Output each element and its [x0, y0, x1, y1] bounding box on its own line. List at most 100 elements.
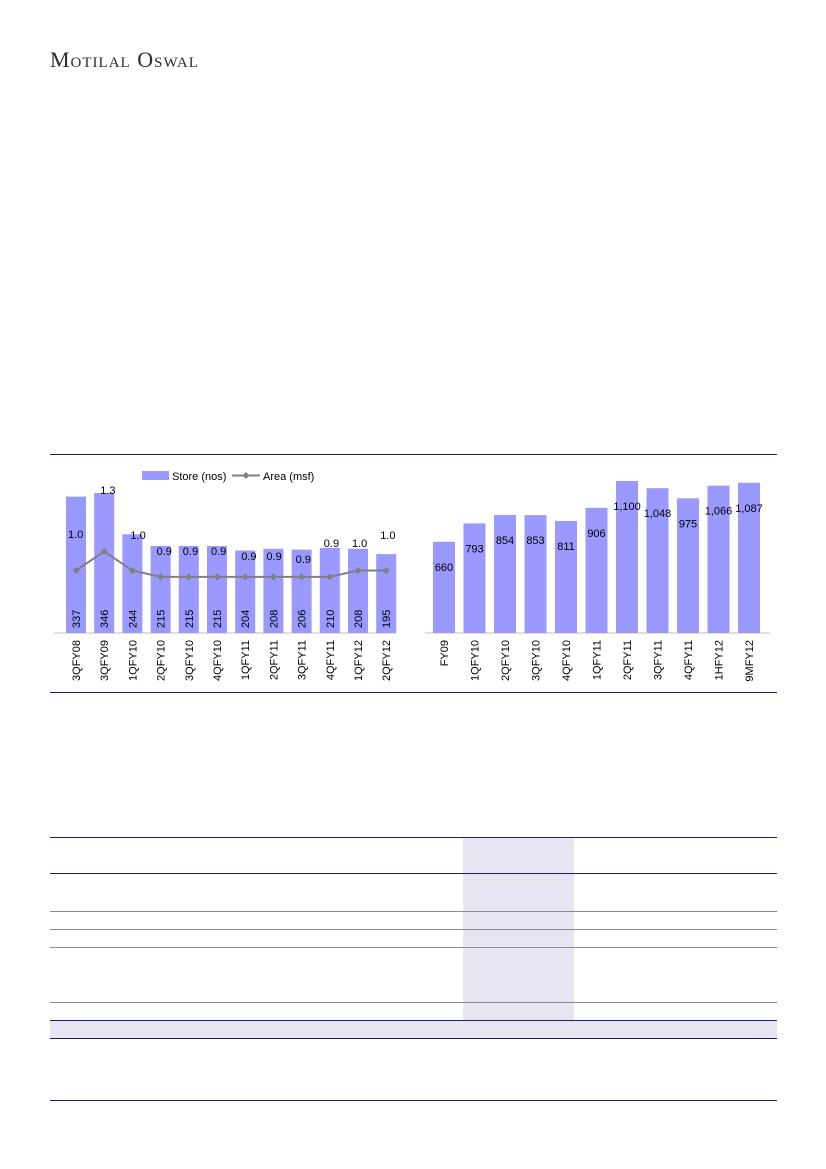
table-top-rule [50, 837, 777, 838]
bar-value-label: 215 [184, 610, 196, 628]
x-tick-label: 4QFY10 [561, 640, 573, 681]
bar-value-label: 337 [71, 610, 83, 628]
x-tick-label: 4QFY11 [683, 640, 695, 680]
bar-value-label: 811 [557, 541, 575, 553]
legend-label-store: Store (nos) [172, 471, 226, 483]
area-marker [128, 567, 136, 574]
bar [616, 481, 638, 633]
x-tick-label: 3QFY09 [99, 640, 111, 681]
line-value-label: 0.9 [183, 546, 198, 558]
line-value-label: 0.9 [157, 546, 172, 558]
bar-value-label: 1,048 [644, 508, 672, 520]
bar [738, 482, 760, 633]
x-tick-label: 2QFY10 [156, 640, 168, 681]
bar [524, 515, 547, 633]
bar-value-label: 215 [212, 610, 224, 628]
area-marker [157, 573, 165, 581]
x-tick-label: 3QFY11 [297, 640, 309, 680]
bar-value-label: 244 [127, 610, 139, 628]
bar-value-label: 215 [156, 610, 168, 628]
page-footer-rule [50, 1100, 777, 1101]
x-tick-label: 3QFY11 [653, 640, 665, 680]
table-header-rule [50, 873, 777, 874]
legend-marker-area [242, 472, 250, 479]
bar-value-label: 906 [587, 528, 605, 540]
chart-top-rule [50, 454, 777, 455]
brand-logo: Motilal Oswal [50, 47, 199, 72]
table-bottom-rule [50, 1038, 777, 1039]
bar [463, 523, 486, 633]
x-tick-label: 1QFY11 [592, 640, 604, 680]
bar [433, 541, 455, 633]
x-tick-label: 1QFY12 [353, 640, 365, 681]
area-line [75, 550, 387, 578]
bar [178, 546, 199, 633]
x-tick-label: 3QFY08 [71, 640, 83, 681]
bar [585, 507, 608, 633]
bar-value-label: 854 [496, 535, 514, 547]
legend-label-area: Area (msf) [263, 471, 314, 483]
legend-swatch-store [142, 471, 169, 480]
line-value-label: 0.9 [266, 551, 281, 563]
x-tick-label: 4QFY11 [325, 640, 337, 680]
bar-value-label: 1,087 [735, 503, 763, 515]
table-total-top-rule [50, 1020, 777, 1021]
area-marker [185, 573, 193, 581]
area-marker [72, 567, 80, 574]
x-tick-label: 2QFY10 [500, 640, 512, 681]
table-row-rule [50, 1002, 777, 1003]
line-value-label: 0.9 [296, 554, 311, 566]
x-tick-label: 2QFY12 [381, 640, 393, 681]
x-tick-label: 1HFY12 [714, 640, 726, 680]
x-tick-label: 3QFY10 [184, 640, 196, 681]
line-value-label: 1.0 [68, 529, 83, 541]
bar [707, 485, 730, 633]
bar [677, 498, 699, 633]
bar [66, 496, 86, 633]
x-tick-label: 2QFY11 [622, 640, 634, 680]
bar-value-label: 1,066 [705, 506, 733, 518]
bar-value-label: 793 [465, 543, 483, 555]
table-row-rule [50, 911, 777, 912]
bar [94, 493, 115, 633]
table-row-rule [50, 947, 777, 948]
line-value-label: 0.9 [241, 551, 256, 563]
bar [235, 550, 256, 633]
x-tick-label: 2QFY11 [268, 640, 280, 680]
bar-value-label: 853 [526, 535, 544, 547]
line-value-label: 1.0 [380, 530, 395, 542]
bar [207, 546, 227, 633]
bar [122, 534, 143, 633]
bar-value-label: 660 [435, 562, 453, 574]
bar [263, 548, 284, 633]
bar-value-label: 1,100 [613, 501, 641, 513]
area-marker [298, 573, 306, 581]
area-marker [382, 567, 390, 574]
x-tick-label: 1QFY10 [127, 640, 139, 681]
bar-value-label: 346 [99, 610, 111, 628]
chart-bottom-rule [50, 692, 777, 693]
bar-value-label: 208 [353, 610, 365, 628]
bar [291, 549, 312, 633]
line-value-label: 1.0 [130, 530, 145, 542]
x-tick-label: 9MFY12 [744, 640, 756, 682]
area-marker [326, 573, 334, 581]
line-value-label: 0.9 [324, 538, 339, 550]
x-tick-label: FY09 [439, 640, 451, 666]
line-value-label: 1.3 [100, 485, 115, 497]
bar-value-label: 204 [240, 610, 252, 628]
line-value-label: 0.9 [211, 546, 226, 558]
line-value-label: 1.0 [352, 538, 367, 550]
bar-value-label: 975 [679, 518, 697, 530]
bar-value-label: 210 [325, 610, 337, 628]
area-marker [241, 573, 249, 581]
x-tick-label: 1QFY10 [470, 640, 482, 681]
x-tick-label: 3QFY10 [531, 640, 543, 681]
bar [150, 546, 171, 633]
area-marker [354, 567, 362, 574]
x-tick-label: 4QFY10 [212, 640, 224, 681]
area-marker [213, 573, 221, 581]
x-tick-label: 1QFY11 [240, 640, 252, 680]
bar [376, 554, 397, 633]
